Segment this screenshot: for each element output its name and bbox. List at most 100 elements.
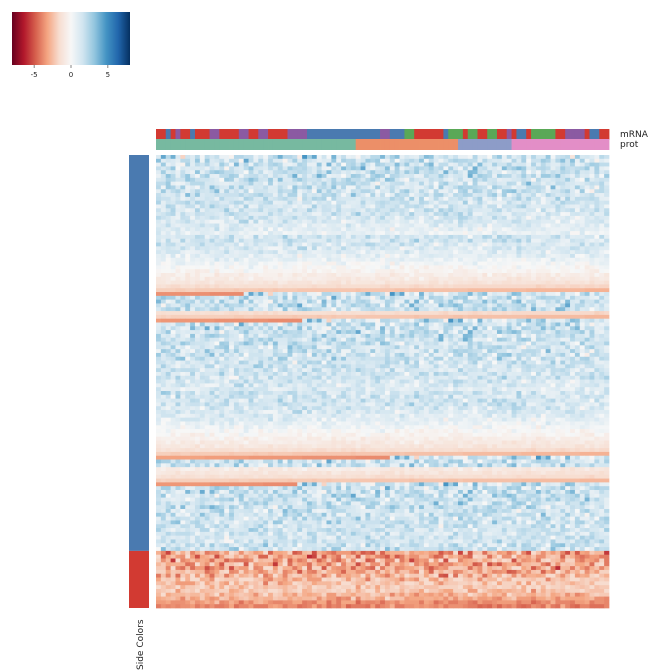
heatmap-cell — [292, 242, 298, 247]
heatmap-cell — [331, 314, 337, 320]
heatmap-cell — [268, 349, 274, 354]
heatmap-cell — [584, 345, 590, 350]
heatmap-cell — [477, 170, 483, 175]
heatmap-cell — [268, 185, 274, 190]
heatmap-cell — [584, 307, 590, 312]
heatmap-cell — [277, 162, 283, 167]
heatmap-cell — [365, 212, 371, 217]
heatmap-cell — [501, 307, 508, 312]
heatmap-cell — [316, 231, 322, 236]
heatmap-cell — [565, 193, 571, 198]
heatmap-cell — [326, 238, 332, 243]
heatmap-cell — [165, 292, 171, 297]
heatmap-cell — [433, 326, 439, 331]
heatmap-cell — [482, 299, 488, 304]
heatmap-cell — [409, 227, 415, 232]
heatmap-cell — [365, 242, 371, 247]
heatmap-cell — [185, 314, 191, 320]
heatmap-cell — [175, 280, 181, 285]
heatmap-cell — [375, 307, 381, 312]
heatmap-cell — [516, 288, 522, 293]
heatmap-cell — [350, 333, 357, 339]
heatmap-cell — [380, 227, 386, 232]
heatmap-cell — [389, 242, 396, 247]
heatmap-cell — [375, 166, 381, 171]
heatmap-cell — [458, 280, 464, 285]
heatmap-cell — [506, 326, 512, 331]
heatmap-cell — [389, 314, 396, 320]
heatmap-cell — [584, 276, 590, 281]
heatmap-cell — [336, 246, 342, 251]
heatmap-cell — [199, 345, 206, 350]
heatmap-cell — [565, 318, 571, 323]
prot-annotation-cell — [331, 139, 337, 150]
heatmap-cell — [302, 337, 308, 342]
heatmap-cell — [287, 269, 293, 274]
heatmap-cell — [458, 265, 464, 270]
heatmap-cell — [263, 292, 269, 297]
heatmap-cell — [453, 265, 459, 270]
heatmap-cell — [487, 326, 493, 331]
heatmap-cell — [472, 311, 478, 316]
heatmap-cell — [307, 337, 313, 342]
heatmap-cell — [506, 250, 512, 255]
heatmap-cell — [535, 174, 542, 179]
heatmap-cell — [160, 219, 167, 224]
mRNA-annotation-cell — [404, 129, 410, 140]
heatmap-cell — [258, 200, 264, 205]
heatmap-cell — [233, 349, 240, 354]
heatmap-cell — [365, 276, 371, 281]
heatmap-cell — [535, 223, 542, 228]
heatmap-cell — [336, 295, 342, 301]
heatmap-cell — [496, 204, 503, 209]
heatmap-cell — [360, 231, 366, 236]
heatmap-cell — [584, 242, 590, 247]
heatmap-cell — [238, 193, 245, 198]
heatmap-cell — [409, 322, 415, 327]
heatmap-cell — [214, 341, 220, 346]
heatmap-cell — [253, 299, 259, 304]
heatmap-cell — [579, 318, 585, 323]
heatmap-cell — [311, 185, 318, 190]
heatmap-cell — [599, 292, 605, 297]
heatmap-cell — [185, 261, 191, 266]
heatmap-cell — [326, 215, 332, 221]
heatmap-cell — [540, 333, 547, 339]
heatmap-cell — [433, 174, 439, 179]
heatmap-cell — [375, 269, 381, 274]
heatmap-cell — [258, 181, 264, 186]
heatmap-cell — [594, 273, 600, 278]
heatmap-cell — [258, 196, 264, 202]
heatmap-cell — [297, 189, 303, 194]
heatmap-cell — [428, 322, 434, 327]
heatmap-cell — [399, 158, 405, 163]
heatmap-cell — [565, 337, 571, 342]
heatmap-cell — [165, 158, 171, 163]
heatmap-cell — [380, 341, 386, 346]
heatmap-cell — [238, 204, 245, 209]
heatmap-cell — [326, 223, 332, 228]
heatmap-cell — [204, 181, 210, 186]
heatmap-cell — [204, 314, 210, 320]
heatmap-cell — [350, 238, 357, 243]
heatmap-cell — [526, 333, 532, 339]
heatmap-cell — [521, 200, 527, 205]
heatmap-cell — [428, 219, 434, 224]
heatmap-cell — [492, 341, 498, 346]
heatmap-cell — [268, 261, 274, 266]
heatmap-cell — [496, 284, 503, 289]
heatmap-cell — [165, 345, 171, 350]
heatmap-cell — [287, 200, 293, 205]
heatmap-cell — [331, 158, 337, 163]
heatmap-cell — [253, 234, 259, 240]
heatmap-cell — [175, 349, 181, 354]
heatmap-cell — [180, 261, 186, 266]
heatmap-cell — [516, 284, 522, 289]
heatmap-cell — [156, 299, 162, 304]
heatmap-cell — [516, 242, 522, 247]
heatmap-cell — [453, 193, 459, 198]
heatmap-cell — [584, 223, 590, 228]
heatmap-cell — [165, 162, 171, 167]
heatmap-cell — [321, 280, 327, 285]
heatmap-cell — [263, 227, 269, 232]
